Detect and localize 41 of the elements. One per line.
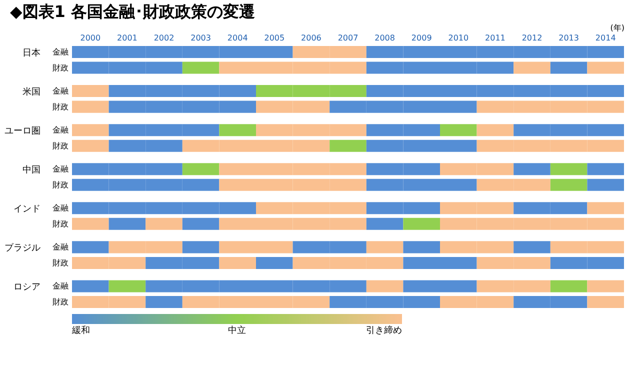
x-tick-label: 2014 [595,34,616,42]
y2-tick-label: 中国 [22,164,40,176]
x-tick-label: 2013 [558,34,579,42]
x-tick-label: 2006 [301,34,322,42]
y-tick-label: 財政 [52,219,68,228]
y-tick-label: 金融 [52,86,68,96]
y-tick-label: 財政 [52,180,68,190]
y2-tick-label: ブラジル [4,242,40,254]
x-tick-label: 2011 [485,34,506,42]
y-tick-label: 金融 [52,164,68,174]
y2-tick-label: 米国 [22,86,40,98]
color-bar-label: 引き締め [366,325,402,336]
x-tick-label: 2002 [154,34,174,42]
x-tick-label: 2008 [374,34,395,42]
y-tick-label: 金融 [52,242,68,252]
y-tick-label: 金融 [52,204,68,213]
y2-tick-label: ロシア [14,282,40,293]
x-tick-label: 2005 [264,34,285,42]
y2-tick-label: インド [14,204,40,215]
y2-tick-label: ユーロ圏 [4,126,40,137]
x-axis-title: (年) [610,24,624,32]
y-tick-label: 財政 [52,297,68,306]
y-tick-label: 金融 [52,282,68,291]
y-tick-label: 財政 [52,102,68,112]
y-tick-label: 財政 [52,141,68,150]
color-bar-label: 緩和 [71,325,90,336]
x-tick-label: 2010 [448,34,469,42]
x-tick-label: 2001 [117,34,138,42]
x-tick-label: 2000 [80,34,101,42]
y2-tick-label: 日本 [22,48,40,59]
y-tick-label: 財政 [52,63,68,72]
color-bar-label: 中立 [228,325,246,336]
x-tick-label: 2012 [522,34,542,42]
y-tick-label: 金融 [52,48,68,57]
x-tick-label: 2009 [411,34,432,42]
chart-title: ◆図表1 各国金融･財政政策の変遷 [10,2,256,21]
x-tick-label: 2003 [190,34,211,42]
y-tick-label: 金融 [52,126,68,135]
x-tick-label: 2007 [338,34,358,42]
x-tick-label: 2004 [227,34,248,42]
y-tick-label: 財政 [52,258,68,268]
